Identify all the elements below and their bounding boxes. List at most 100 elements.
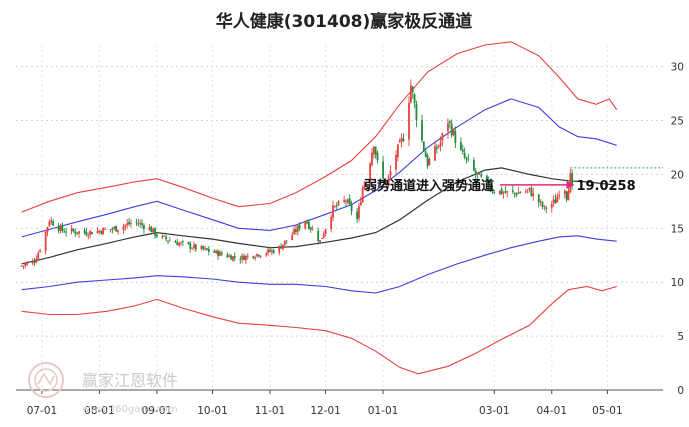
candle-body	[246, 255, 249, 257]
candle-body	[83, 230, 86, 233]
candle-body	[111, 228, 114, 230]
candle-body	[104, 229, 106, 230]
candle-body	[346, 199, 349, 203]
candle-body	[174, 241, 177, 243]
candle-body	[454, 131, 457, 143]
candle-body	[298, 224, 301, 229]
watermark-logo-icon	[28, 362, 64, 398]
candle-body	[376, 152, 379, 161]
candle-body	[304, 220, 307, 229]
candle-body	[474, 170, 477, 175]
candle-body	[20, 265, 23, 267]
candle-body	[372, 146, 375, 155]
candle-body	[374, 146, 377, 155]
candle-body	[293, 229, 295, 235]
candle-body	[537, 194, 540, 203]
candle-body	[39, 250, 42, 252]
candle-body	[476, 172, 479, 174]
candle-body	[65, 231, 67, 233]
candle-body	[124, 224, 127, 227]
annotation-value: 19.0258	[576, 179, 635, 194]
candle-body	[141, 223, 143, 226]
candle-body	[385, 183, 388, 185]
candle-body	[26, 262, 29, 265]
candle-body	[167, 240, 169, 242]
candle-body	[306, 221, 308, 224]
candle-body	[137, 223, 140, 225]
candle-body	[61, 224, 64, 231]
candle-body	[265, 253, 268, 256]
candle-body	[74, 231, 77, 234]
candle-body	[228, 255, 231, 257]
candle-body	[52, 221, 54, 226]
candle-body	[200, 246, 203, 249]
candle-body	[460, 142, 462, 150]
candle-body	[117, 229, 119, 232]
candle-body	[257, 254, 260, 257]
candle-body	[322, 233, 325, 238]
candle-body	[493, 192, 496, 193]
candle-body	[191, 248, 194, 250]
candle-body	[320, 238, 323, 239]
x-tick-label: 12-01	[310, 405, 341, 417]
candle-body	[333, 205, 336, 207]
candle-body	[176, 242, 179, 246]
candle-body	[226, 254, 229, 258]
x-tick-label: 01-01	[368, 405, 399, 417]
candle-body	[296, 225, 299, 233]
candle-body	[130, 223, 132, 224]
x-tick-label: 08-01	[84, 405, 115, 417]
candle-body	[491, 189, 494, 192]
x-tick-label: 03-01	[479, 405, 510, 417]
candle-body	[44, 231, 47, 252]
candle-body	[511, 190, 514, 192]
candle-body	[450, 123, 453, 136]
candle-body	[539, 201, 542, 202]
candle-body	[96, 230, 99, 234]
candle-body	[389, 170, 392, 176]
candle-body	[361, 187, 364, 203]
candle-body	[413, 94, 416, 104]
candle-body	[319, 240, 321, 243]
candle-body	[424, 151, 427, 158]
candle-body	[411, 86, 414, 93]
x-axis: 07-01 08-01 09-01 10-01 11-01 12-01 01-01 03-01…	[16, 389, 663, 417]
candle-body	[400, 137, 403, 141]
candle-body	[517, 192, 520, 194]
candle-body	[239, 259, 242, 261]
candle-body	[422, 141, 425, 151]
candle-body	[85, 231, 88, 236]
candle-body	[439, 141, 442, 147]
candle-body	[528, 187, 531, 190]
candle-body	[202, 246, 205, 250]
annotation-arrowhead	[566, 180, 575, 189]
candle-body	[217, 250, 219, 257]
candle-body	[230, 255, 232, 260]
candle-body	[571, 173, 574, 185]
candle-body	[434, 146, 436, 161]
candle-body	[219, 251, 221, 256]
candle-body	[428, 158, 431, 165]
y-tick-label: 0	[677, 385, 684, 397]
y-tick-label: 5	[677, 331, 684, 343]
series-inner-lower	[21, 235, 617, 294]
candle-body	[220, 252, 223, 255]
candle-body	[168, 240, 171, 242]
candle-body	[356, 211, 359, 220]
series-middle	[21, 167, 617, 265]
candle-body	[100, 231, 103, 234]
candle-body	[332, 205, 334, 218]
grid	[16, 45, 663, 391]
candle-body	[308, 221, 310, 229]
candle-body	[48, 221, 51, 226]
candle-body	[78, 231, 80, 234]
candle-body	[165, 236, 168, 240]
candle-body	[324, 229, 327, 234]
candle-body	[541, 202, 544, 207]
candle-body	[135, 221, 138, 223]
candle-body	[143, 225, 145, 230]
x-tick-label: 05-01	[592, 405, 623, 417]
candle-body	[163, 235, 166, 237]
candle-body	[526, 189, 529, 191]
